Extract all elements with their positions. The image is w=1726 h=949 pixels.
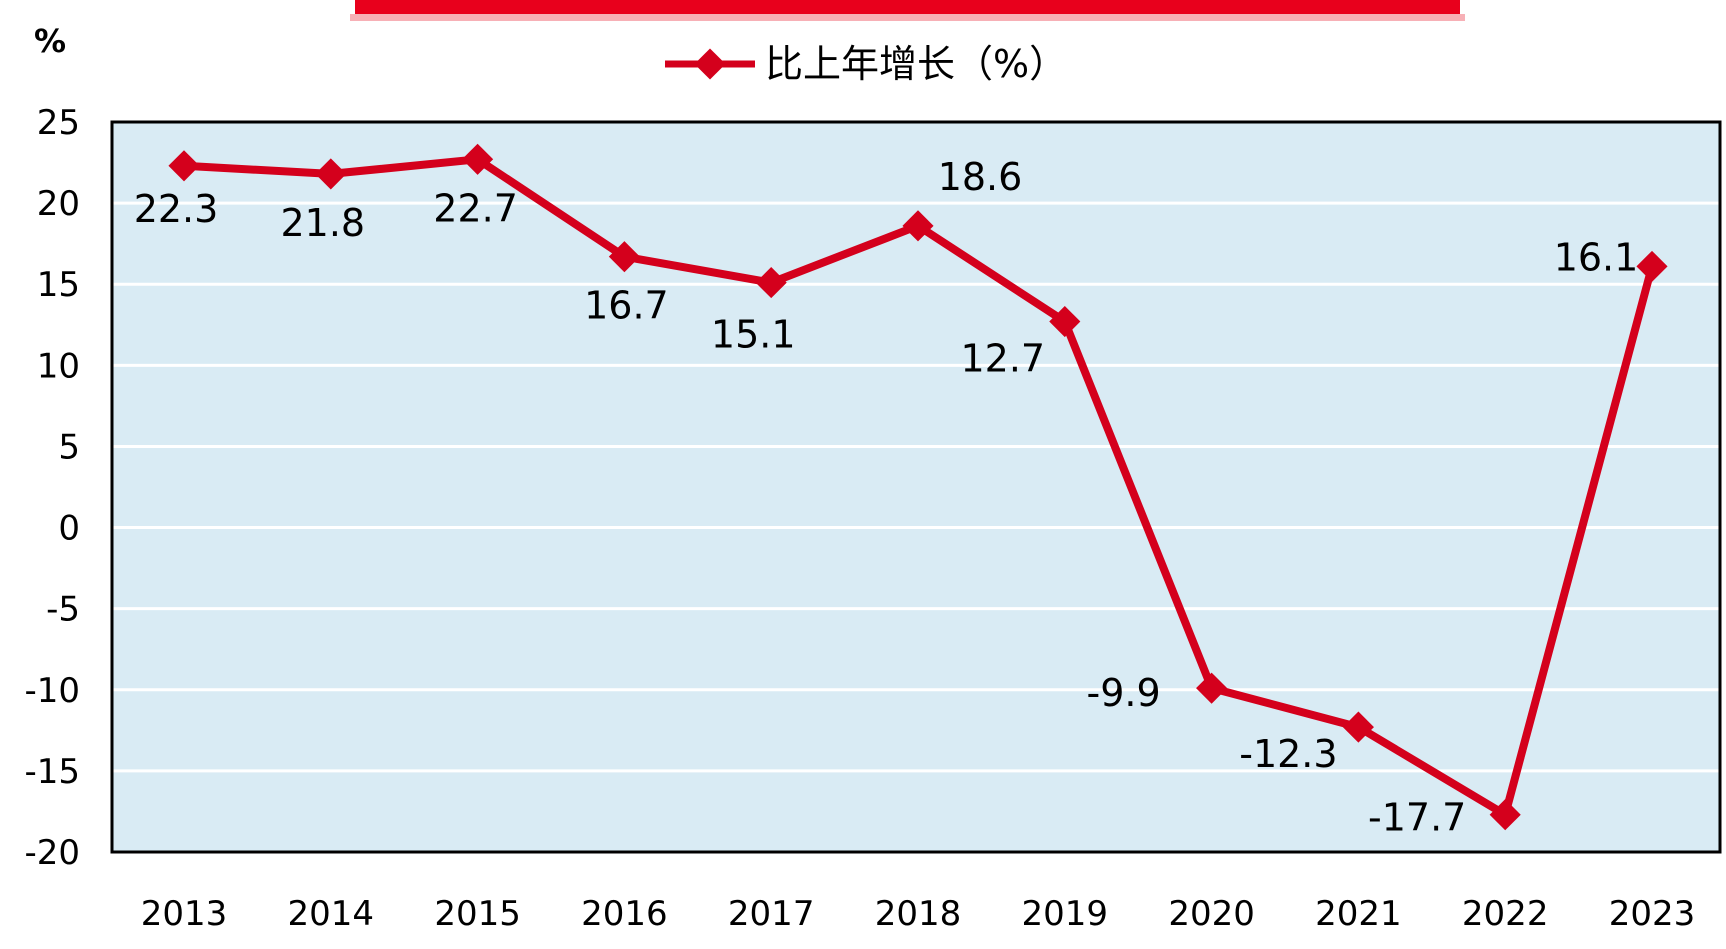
y-axis-ticks: 25 20 15 10 5 0 -5 -10 -15 -20 — [24, 103, 80, 873]
data-point — [168, 150, 200, 182]
y-tick-label: 25 — [37, 103, 80, 143]
data-point — [1049, 305, 1081, 338]
legend-marker — [694, 48, 726, 80]
y-tick-label: 5 — [58, 427, 80, 467]
x-tick-label: 2013 — [141, 894, 228, 934]
y-axis-unit-label: % — [34, 22, 66, 60]
y-tick-label: -5 — [46, 590, 80, 630]
x-tick-label: 2018 — [875, 894, 962, 934]
data-label: 18.6 — [938, 155, 1023, 199]
data-label: 21.8 — [280, 201, 365, 245]
y-tick-label: -20 — [24, 833, 80, 873]
data-labels: 22.3 21.8 22.7 16.7 15.1 18.6 12.7 -9.9 -12.3 -17… — [134, 155, 1639, 840]
data-label: 12.7 — [960, 337, 1045, 381]
y-tick-label: 10 — [37, 346, 80, 386]
x-tick-label: 2022 — [1462, 894, 1549, 934]
y-tick-label: 0 — [58, 509, 80, 549]
data-label: 22.3 — [134, 187, 219, 231]
plot-area — [112, 122, 1720, 852]
data-point — [462, 143, 494, 175]
top-banner-glow — [350, 14, 1465, 21]
x-tick-label: 2021 — [1315, 894, 1402, 934]
x-tick-label: 2014 — [288, 894, 375, 934]
data-label: 15.1 — [711, 313, 796, 357]
top-banner — [355, 0, 1460, 16]
legend: 比上年增长（%） — [665, 42, 1067, 86]
x-tick-label: 2023 — [1609, 894, 1696, 934]
y-tick-label: 15 — [37, 265, 80, 305]
y-tick-label: 20 — [37, 184, 80, 224]
x-tick-label: 2020 — [1168, 894, 1255, 934]
data-point — [755, 267, 787, 299]
data-label: 16.7 — [584, 284, 669, 328]
data-label: 16.1 — [1554, 235, 1639, 279]
legend-label: 比上年增长（%） — [765, 42, 1067, 86]
y-tick-label: -10 — [24, 671, 80, 711]
data-label: -9.9 — [1087, 671, 1161, 715]
x-tick-label: 2015 — [434, 894, 521, 934]
data-label: -17.7 — [1368, 796, 1466, 840]
x-tick-label: 2017 — [728, 894, 815, 934]
y-tick-label: -15 — [24, 752, 80, 792]
x-axis-ticks: 2013 2014 2015 2016 2017 2018 2019 2020 2021 2022… — [141, 894, 1696, 934]
data-label: 22.7 — [433, 186, 518, 230]
x-tick-label: 2019 — [1022, 894, 1109, 934]
x-tick-label: 2016 — [581, 894, 668, 934]
data-label: -12.3 — [1239, 732, 1337, 776]
plot-frame — [110, 120, 1722, 854]
data-point — [315, 158, 347, 190]
gridlines — [112, 201, 1720, 773]
